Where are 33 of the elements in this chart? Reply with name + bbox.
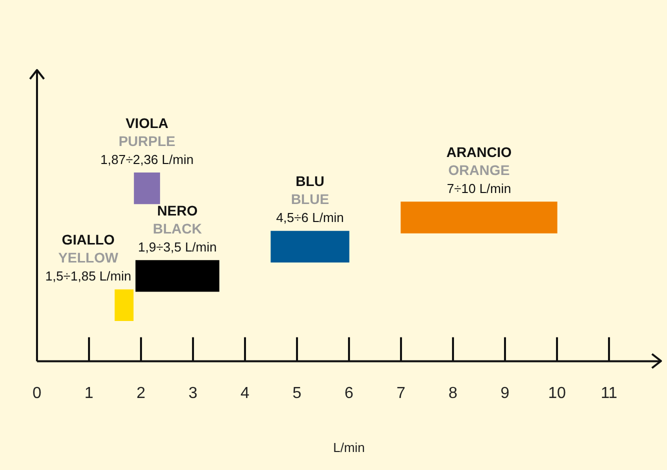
- x-tick-label: 1: [84, 385, 94, 402]
- annotation: 1,5÷1,85 L/min: [45, 268, 132, 284]
- x-tick-label: 3: [188, 385, 198, 402]
- bar: [114, 289, 134, 321]
- x-tick-label: 8: [448, 385, 458, 402]
- text: PURPLE: [118, 132, 176, 149]
- annotation: 7÷10 L/min: [446, 181, 512, 196]
- annotation: BLUE: [290, 191, 330, 208]
- bar: [135, 260, 220, 292]
- x-tick-label: 5: [292, 385, 302, 402]
- annotation: BLACK: [152, 220, 202, 236]
- x-tick-label: 6: [344, 385, 354, 402]
- bar: [400, 202, 558, 234]
- annotation: NERO: [157, 202, 198, 218]
- x-axis-title: L/min: [333, 440, 365, 455]
- x-tick-label: 0: [32, 385, 42, 402]
- x-tick-label: 11: [600, 385, 618, 402]
- text: ARANCIO: [446, 144, 512, 160]
- x-tick-label: 9: [500, 385, 510, 402]
- annotation: GIALLO: [62, 232, 115, 248]
- x-tick-label: 10: [548, 385, 566, 402]
- annotation: BLU: [296, 173, 324, 190]
- annotation: 1,9÷3,5 L/min: [138, 239, 217, 254]
- bar: [134, 172, 160, 204]
- bar: [270, 230, 350, 263]
- x-tick-label: 2: [136, 385, 146, 402]
- text: VIOLA: [126, 114, 168, 131]
- text: 1,87÷2,36 L/min: [100, 152, 194, 167]
- x-tick-label: 7: [396, 385, 406, 402]
- x-tick-label: 4: [240, 385, 250, 402]
- annotation: 4,5÷6 L/min: [276, 210, 344, 226]
- annotation: YELLOW: [58, 250, 119, 266]
- annotation: ORANGE: [448, 162, 510, 178]
